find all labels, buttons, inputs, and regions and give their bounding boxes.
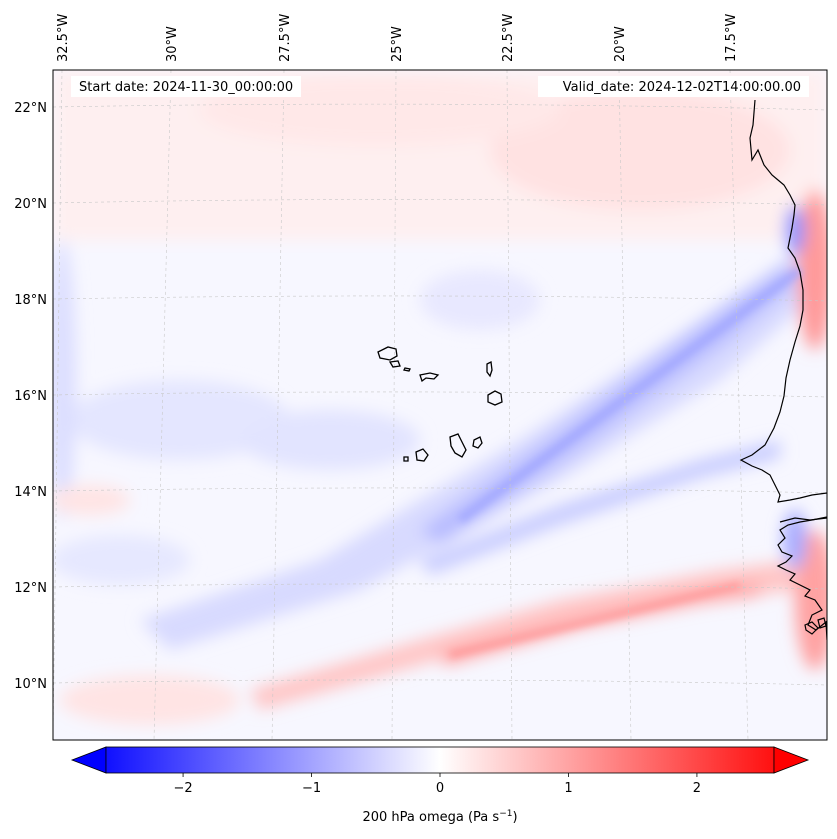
field-blue-streak-1 (457, 266, 803, 524)
field-blue-west-2 (240, 410, 420, 470)
gridline-lon-6 (618, 70, 632, 740)
field-blue-center (420, 270, 540, 330)
start-date-box (71, 76, 301, 97)
lon-label: 32.5°W (56, 14, 71, 62)
gridline-lon-4 (391, 70, 397, 740)
gambia-river (779, 517, 827, 523)
island-fogo (415, 448, 429, 462)
gridline-lat-5 (53, 487, 827, 494)
colorbar-tick-label: 1 (564, 781, 572, 796)
colorbar-tick-label: 0 (436, 781, 444, 796)
island-maio (472, 436, 483, 449)
field-pink-southwest (60, 675, 240, 725)
colorbar-body (105, 746, 775, 774)
lat-labels: 22°N 20°N 18°N 16°N 14°N 12°N 10°N (14, 101, 47, 692)
colorbar-variable: 200 hPa omega (362, 810, 463, 825)
field-red-band-core (440, 582, 760, 666)
field-blue-west-3 (53, 535, 190, 585)
lat-label: 14°N (14, 485, 47, 500)
map-frame (52, 69, 828, 741)
island-sal (486, 361, 493, 378)
field-pink-northeast (490, 90, 790, 210)
bijagos-islands (804, 617, 827, 635)
lon-labels: 32.5°W 30°W 27.5°W 25°W 22.5°W 20°W 17.5… (56, 14, 739, 62)
valid-date-box (538, 76, 809, 97)
lon-label: 22.5°W (501, 14, 516, 62)
lat-label: 10°N (14, 677, 47, 692)
colorbar-units-open: ( (464, 810, 473, 825)
island-boa-vista (487, 390, 503, 406)
gridline-lat-7 (53, 679, 827, 686)
field-blue-west-edge (53, 240, 76, 520)
island-sao-vicente (388, 360, 401, 368)
island-santo-antao (377, 346, 398, 361)
island-santa-luzia (403, 367, 411, 372)
lon-label: 20°W (613, 26, 628, 62)
field-blue-west-1 (70, 380, 290, 460)
colorbar-ticks: −2 −1 0 1 2 (173, 773, 701, 796)
africa-coastline-south (776, 516, 827, 641)
colorbar-tick-label: 2 (693, 781, 701, 796)
gridline-lat-3 (53, 295, 827, 302)
colorbar-title: 200 hPa omega (Pa s−1) (362, 809, 517, 825)
start-date-label: Start date: 2024-11-30_00:00:00 (79, 80, 293, 95)
gridline-lon-5 (506, 70, 513, 740)
lat-label: 12°N (14, 581, 47, 596)
lon-label: 30°W (165, 26, 180, 62)
gridline-lon-1 (53, 70, 63, 740)
colorbar: −2 −1 0 1 2 200 hPa omega (Pa s−1) (70, 746, 810, 825)
omega-field (53, 70, 827, 740)
gridline-lat-6 (53, 583, 827, 590)
lat-label: 16°N (14, 389, 47, 404)
field-blue-band-main (140, 250, 810, 650)
field-blue-band-core (420, 262, 795, 545)
field-red-coast-south (795, 530, 827, 670)
gridline-lon-3 (271, 70, 285, 740)
field-blue-coast-north (785, 205, 805, 255)
lon-label: 27.5°W (278, 14, 293, 62)
cape-verde-islands (377, 346, 503, 462)
colorbar-tick-label: −2 (173, 781, 192, 796)
gridline-lat-1 (53, 103, 827, 111)
gridline-lat-2 (53, 199, 827, 206)
field-pink-west (53, 485, 130, 515)
lat-label: 22°N (14, 101, 47, 116)
colorbar-units-exponent: −1 (499, 809, 512, 819)
field-blue-band-south (420, 440, 780, 575)
lon-label: 25°W (390, 26, 405, 62)
colorbar-units-close: ) (512, 810, 517, 825)
lat-label: 20°N (14, 197, 47, 212)
lat-label: 18°N (14, 293, 47, 308)
gridline-lon-2 (153, 70, 172, 740)
field-red-streak-1 (449, 582, 741, 658)
island-santiago (449, 433, 467, 458)
colorbar-extend-high (773, 746, 810, 774)
gridline-lon-7 (729, 70, 749, 740)
africa-coastline (739, 99, 827, 503)
colorbar-extend-low (70, 746, 107, 774)
gridlines (53, 70, 827, 740)
lon-label: 17.5°W (724, 14, 739, 62)
colorbar-tick-label: −1 (302, 781, 321, 796)
island-brava (403, 456, 409, 462)
coastlines (739, 99, 827, 641)
valid-date-label: Valid_date: 2024-12-02T14:00:00.00 (563, 80, 801, 95)
island-sao-nicolau (419, 372, 440, 383)
colorbar-units: Pa s (473, 810, 499, 825)
gridline-lat-4 (53, 391, 827, 398)
